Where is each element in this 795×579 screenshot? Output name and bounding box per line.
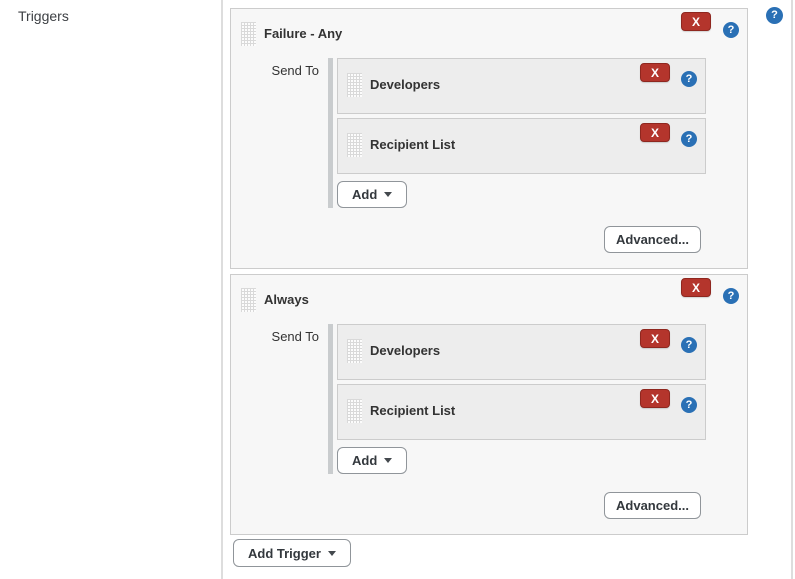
recipient-item: Developers X ? — [337, 324, 706, 380]
advanced-button[interactable]: Advanced... — [604, 226, 701, 253]
send-to-label: Send To — [271, 329, 319, 344]
trigger-title: Failure - Any — [264, 26, 343, 41]
drag-handle-icon[interactable] — [347, 133, 362, 157]
trigger-block-always: Always X ? Send To Developers X ? Recipi… — [230, 274, 748, 535]
drag-handle-icon[interactable] — [347, 339, 362, 363]
drag-handle-icon[interactable] — [241, 288, 256, 312]
recipient-item: Recipient List X ? — [337, 118, 706, 174]
send-to-label: Send To — [271, 63, 319, 78]
recipient-title: Developers — [370, 343, 441, 358]
caret-down-icon — [327, 550, 336, 556]
caret-down-icon — [384, 192, 393, 197]
triggers-section-label: Triggers — [18, 8, 69, 24]
recipient-help-icon[interactable]: ? — [681, 131, 697, 147]
drag-handle-icon[interactable] — [241, 22, 256, 46]
recipient-item: Developers X ? — [337, 58, 706, 114]
left-divider — [221, 0, 223, 579]
add-recipient-label: Add — [352, 187, 378, 202]
recipient-help-icon[interactable]: ? — [681, 71, 697, 87]
trigger-help-icon[interactable]: ? — [723, 22, 739, 38]
add-recipient-label: Add — [352, 453, 378, 468]
trigger-title: Always — [264, 292, 309, 307]
add-recipient-button[interactable]: Add — [337, 181, 408, 208]
trigger-help-icon[interactable]: ? — [723, 288, 739, 304]
recipient-list-drag-bar — [328, 324, 333, 474]
caret-down-icon — [384, 458, 393, 463]
add-trigger-label: Add Trigger — [248, 545, 321, 561]
delete-trigger-button[interactable]: X — [681, 278, 711, 297]
triggers-panel: Failure - Any X ? Send To Developers X ?… — [230, 8, 748, 540]
recipient-item: Recipient List X ? — [337, 384, 706, 440]
recipient-title: Developers — [370, 77, 441, 92]
add-recipient-button[interactable]: Add — [337, 447, 408, 474]
recipient-help-icon[interactable]: ? — [681, 397, 697, 413]
section-help-icon[interactable]: ? — [766, 7, 783, 24]
delete-recipient-button[interactable]: X — [640, 63, 670, 82]
add-trigger-button[interactable]: Add Trigger — [233, 539, 351, 567]
delete-recipient-button[interactable]: X — [640, 329, 670, 348]
recipient-title: Recipient List — [370, 403, 456, 418]
advanced-button[interactable]: Advanced... — [604, 492, 701, 519]
recipient-list-drag-bar — [328, 58, 333, 208]
delete-recipient-button[interactable]: X — [640, 389, 670, 408]
drag-handle-icon[interactable] — [347, 399, 362, 423]
delete-recipient-button[interactable]: X — [640, 123, 670, 142]
drag-handle-icon[interactable] — [347, 73, 362, 97]
trigger-block-failure-any: Failure - Any X ? Send To Developers X ?… — [230, 8, 748, 269]
delete-trigger-button[interactable]: X — [681, 12, 711, 31]
right-divider — [791, 0, 793, 579]
recipient-help-icon[interactable]: ? — [681, 337, 697, 353]
recipient-title: Recipient List — [370, 137, 456, 152]
